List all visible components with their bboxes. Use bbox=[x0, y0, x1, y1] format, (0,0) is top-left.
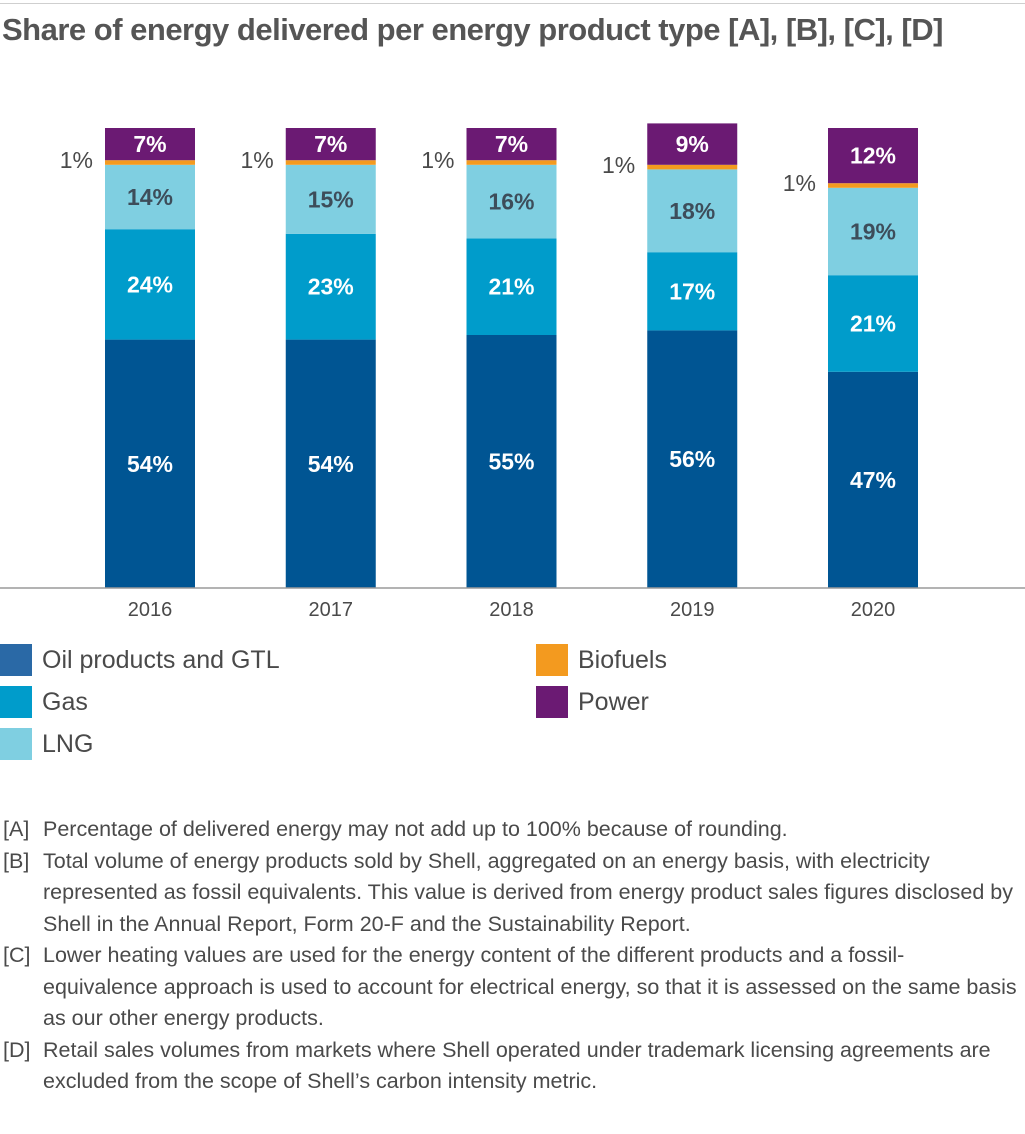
title-rule bbox=[0, 3, 1025, 4]
x-tick-label-2020: 2020 bbox=[851, 599, 896, 621]
legend-label-biofuels: Biofuels bbox=[578, 645, 667, 674]
bar-segment-lng-2018 bbox=[466, 164, 557, 239]
legend-swatch-biofuels bbox=[536, 644, 568, 676]
footnote-tag: [A] bbox=[3, 817, 30, 841]
data-label-gas-2016: 24% bbox=[127, 271, 173, 297]
legend-label-oil-products: Oil products and GTL bbox=[42, 645, 280, 674]
data-label-lng-2019: 18% bbox=[669, 198, 715, 224]
data-label-power-2019: 9% bbox=[676, 131, 709, 157]
bar-segment-oil-products-and-gtl-2016 bbox=[105, 339, 195, 588]
footnote-tag: [C] bbox=[3, 943, 31, 967]
data-label-biofuels-2020: 1% bbox=[783, 170, 816, 196]
legend-swatch-gas bbox=[0, 686, 32, 718]
x-tick-label-2018: 2018 bbox=[489, 599, 534, 621]
bar-segment-gas-2017 bbox=[285, 233, 376, 340]
legend: Oil products and GTL Gas LNG Biofuels Po… bbox=[0, 640, 1025, 770]
data-label-oil-products-and-gtl-2016: 54% bbox=[127, 451, 173, 477]
data-label-biofuels-2017: 1% bbox=[241, 147, 274, 173]
bar-segment-power-2016 bbox=[105, 128, 195, 161]
data-label-biofuels-2019: 1% bbox=[602, 152, 635, 178]
legend-item-biofuels: Biofuels bbox=[536, 644, 667, 676]
legend-item-lng: LNG bbox=[0, 728, 93, 760]
legend-label-gas: Gas bbox=[42, 687, 88, 716]
bar-segment-oil-products-and-gtl-2020 bbox=[828, 371, 918, 588]
data-label-lng-2020: 19% bbox=[850, 219, 896, 245]
footnote-tag: [D] bbox=[3, 1037, 31, 1062]
bar-segment-power-2020 bbox=[828, 128, 918, 184]
x-tick-label-2019: 2019 bbox=[670, 599, 715, 621]
legend-item-gas: Gas bbox=[0, 686, 88, 718]
x-tick-label-2016: 2016 bbox=[128, 599, 173, 621]
bar-segment-biofuels-2020 bbox=[828, 183, 918, 188]
data-label-power-2017: 7% bbox=[314, 131, 347, 157]
bar-segment-biofuels-2017 bbox=[285, 160, 376, 165]
data-label-power-2016: 7% bbox=[133, 131, 166, 157]
bar-segment-power-2019 bbox=[647, 123, 738, 165]
legend-swatch-lng bbox=[0, 728, 32, 760]
bar-segment-power-2018 bbox=[466, 128, 557, 161]
data-label-gas-2017: 23% bbox=[308, 274, 354, 300]
bar-segment-gas-2016 bbox=[105, 229, 195, 340]
legend-item-power: Power bbox=[536, 686, 649, 718]
bar-segment-power-2017 bbox=[285, 128, 376, 161]
bar-segment-lng-2016 bbox=[105, 164, 195, 230]
bar-segment-lng-2020 bbox=[828, 187, 918, 276]
footnote-text: Percentage of delivered energy may not a… bbox=[43, 817, 788, 841]
data-label-lng-2016: 14% bbox=[127, 184, 173, 210]
bar-segment-lng-2019 bbox=[647, 169, 738, 253]
data-label-gas-2019: 17% bbox=[669, 278, 715, 304]
chart-title: Share of energy delivered per energy pro… bbox=[2, 12, 943, 47]
legend-item-oil-products: Oil products and GTL bbox=[0, 644, 280, 676]
x-tick-label-2017: 2017 bbox=[309, 599, 354, 621]
data-label-biofuels-2018: 1% bbox=[421, 147, 454, 173]
bar-segment-gas-2019 bbox=[647, 252, 738, 331]
bar-segment-oil-products-and-gtl-2018 bbox=[466, 335, 557, 588]
bar-segment-lng-2017 bbox=[285, 164, 376, 234]
footnote-a: [A] Percentage of delivered energy may n… bbox=[3, 814, 1018, 846]
bar-segment-biofuels-2016 bbox=[105, 160, 195, 165]
data-label-power-2020: 12% bbox=[850, 143, 896, 169]
bar-segment-gas-2018 bbox=[466, 238, 557, 335]
footnote-tag: [B] bbox=[3, 848, 30, 873]
footnotes: [A] Percentage of delivered energy may n… bbox=[3, 814, 1018, 1098]
footnote-text: Lower heating values are used for the en… bbox=[43, 943, 1017, 1030]
legend-label-power: Power bbox=[578, 687, 649, 716]
bar-segment-gas-2020 bbox=[828, 275, 918, 372]
data-label-biofuels-2016: 1% bbox=[60, 147, 93, 173]
legend-label-lng: LNG bbox=[42, 729, 94, 758]
data-label-gas-2020: 21% bbox=[850, 311, 896, 337]
footnote-text: Retail sales volumes from markets where … bbox=[43, 1037, 991, 1094]
data-label-oil-products-and-gtl-2020: 47% bbox=[850, 467, 896, 493]
footnote-d: [D] Retail sales volumes from markets wh… bbox=[3, 1035, 1018, 1098]
data-label-oil-products-and-gtl-2017: 54% bbox=[308, 451, 354, 477]
bar-segment-biofuels-2018 bbox=[466, 160, 557, 165]
bar-segment-oil-products-and-gtl-2019 bbox=[647, 330, 738, 588]
footnote-text: Total volume of energy products sold by … bbox=[43, 848, 1013, 936]
footnote-c: [C] Lower heating values are used for th… bbox=[3, 940, 1018, 1035]
legend-swatch-power bbox=[536, 686, 568, 718]
bar-segment-oil-products-and-gtl-2017 bbox=[285, 339, 376, 588]
data-label-gas-2018: 21% bbox=[488, 274, 534, 300]
stacked-bar-chart: 54% 24% 14% 1% 7% 2016 54% 23% 15% 1% 7% 2017 55% 21%… bbox=[0, 123, 1025, 621]
legend-swatch-oil-products bbox=[0, 644, 32, 676]
data-label-lng-2017: 15% bbox=[308, 186, 354, 212]
data-label-oil-products-and-gtl-2018: 55% bbox=[488, 449, 534, 475]
data-label-oil-products-and-gtl-2019: 56% bbox=[669, 446, 715, 472]
footnote-b: [B] Total volume of energy products sold… bbox=[3, 846, 1018, 941]
bar-segment-biofuels-2019 bbox=[647, 164, 738, 170]
data-label-lng-2018: 16% bbox=[488, 189, 534, 215]
data-label-power-2018: 7% bbox=[495, 131, 528, 157]
